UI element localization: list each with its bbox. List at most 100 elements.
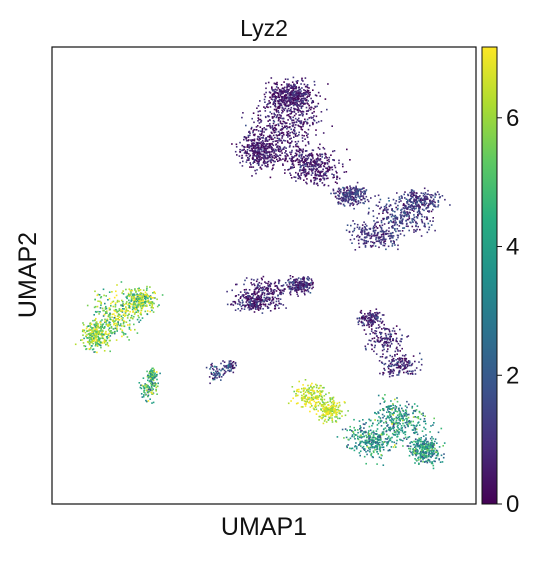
scatter-point <box>402 207 405 209</box>
scatter-point <box>276 92 279 94</box>
scatter-point <box>296 279 299 281</box>
scatter-point <box>128 305 130 307</box>
scatter-point <box>264 303 267 306</box>
scatter-point <box>259 110 261 112</box>
scatter-point <box>290 137 292 140</box>
scatter-point <box>375 238 377 241</box>
scatter-point <box>317 171 319 173</box>
scatter-point <box>266 152 268 154</box>
scatter-point <box>293 176 295 178</box>
scatter-point <box>370 315 373 318</box>
scatter-point <box>105 343 107 346</box>
scatter-point <box>257 117 260 119</box>
scatter-point <box>114 324 117 327</box>
scatter-point <box>369 234 371 237</box>
scatter-point <box>273 115 275 118</box>
scatter-point <box>210 366 212 368</box>
scatter-point <box>294 98 297 101</box>
scatter-point <box>317 157 319 159</box>
scatter-point <box>414 201 417 204</box>
scatter-point <box>250 303 253 305</box>
scatter-point <box>406 214 408 216</box>
scatter-point <box>90 338 93 341</box>
scatter-point <box>396 208 399 211</box>
scatter-point <box>114 327 117 330</box>
scatter-point <box>293 85 295 88</box>
scatter-point <box>133 294 136 297</box>
scatter-point <box>386 339 388 341</box>
scatter-point <box>256 143 259 145</box>
scatter-point <box>273 292 275 295</box>
scatter-point <box>406 208 408 210</box>
scatter-point <box>414 369 416 372</box>
scatter-point <box>377 316 379 319</box>
scatter-point <box>387 348 389 350</box>
scatter-point <box>258 160 260 163</box>
scatter-point <box>329 416 331 418</box>
scatter-point <box>350 192 353 194</box>
scatter-point <box>360 231 362 233</box>
scatter-point <box>277 87 279 89</box>
scatter-point <box>255 141 258 144</box>
scatter-point <box>398 365 400 368</box>
scatter-point <box>265 157 267 160</box>
scatter-point <box>375 221 378 224</box>
scatter-point <box>308 401 310 404</box>
scatter-point <box>267 160 270 163</box>
scatter-point <box>330 192 332 195</box>
scatter-point <box>82 329 84 331</box>
scatter-point <box>115 309 118 311</box>
scatter-point <box>399 230 401 232</box>
scatter-point <box>393 360 395 362</box>
scatter-point <box>152 382 154 385</box>
scatter-point <box>291 156 294 159</box>
scatter-point <box>316 396 319 399</box>
scatter-point <box>284 104 286 107</box>
scatter-point <box>305 403 307 405</box>
scatter-point <box>394 354 396 356</box>
scatter-point <box>310 165 312 168</box>
scatter-point <box>325 177 328 180</box>
scatter-point <box>257 286 259 289</box>
scatter-point <box>377 240 379 242</box>
scatter-point <box>273 92 276 94</box>
scatter-point <box>278 90 281 93</box>
scatter-point <box>376 317 379 320</box>
scatter-point <box>222 373 225 375</box>
scatter-point <box>396 234 399 237</box>
scatter-point <box>276 114 279 116</box>
scatter-point <box>288 100 291 102</box>
scatter-point <box>271 168 273 171</box>
scatter-point <box>389 336 391 338</box>
scatter-point <box>268 100 270 102</box>
scatter-point <box>386 212 389 214</box>
scatter-point <box>428 211 430 213</box>
scatter-point <box>105 330 107 333</box>
scatter-point <box>267 287 270 290</box>
scatter-point <box>277 160 279 162</box>
scatter-point <box>355 196 358 199</box>
scatter-point <box>262 141 265 144</box>
scatter-point <box>300 283 302 285</box>
scatter-point <box>304 286 307 288</box>
scatter-point <box>319 155 321 157</box>
scatter-point <box>436 191 439 193</box>
scatter-point <box>333 176 335 178</box>
scatter-point <box>277 288 280 290</box>
scatter-point <box>296 285 298 287</box>
scatter-point <box>415 225 417 228</box>
scatter-point <box>225 367 228 369</box>
scatter-point <box>282 120 285 123</box>
scatter-point <box>300 107 303 110</box>
scatter-point <box>284 159 286 162</box>
scatter-point <box>269 134 271 137</box>
scatter-point <box>380 333 382 336</box>
scatter-point <box>286 131 288 133</box>
scatter-point <box>296 153 298 156</box>
scatter-point <box>299 93 301 96</box>
scatter-point <box>400 209 402 211</box>
scatter-point <box>365 225 368 227</box>
scatter-point <box>282 132 285 134</box>
scatter-point <box>297 286 299 289</box>
scatter-point <box>145 304 148 307</box>
